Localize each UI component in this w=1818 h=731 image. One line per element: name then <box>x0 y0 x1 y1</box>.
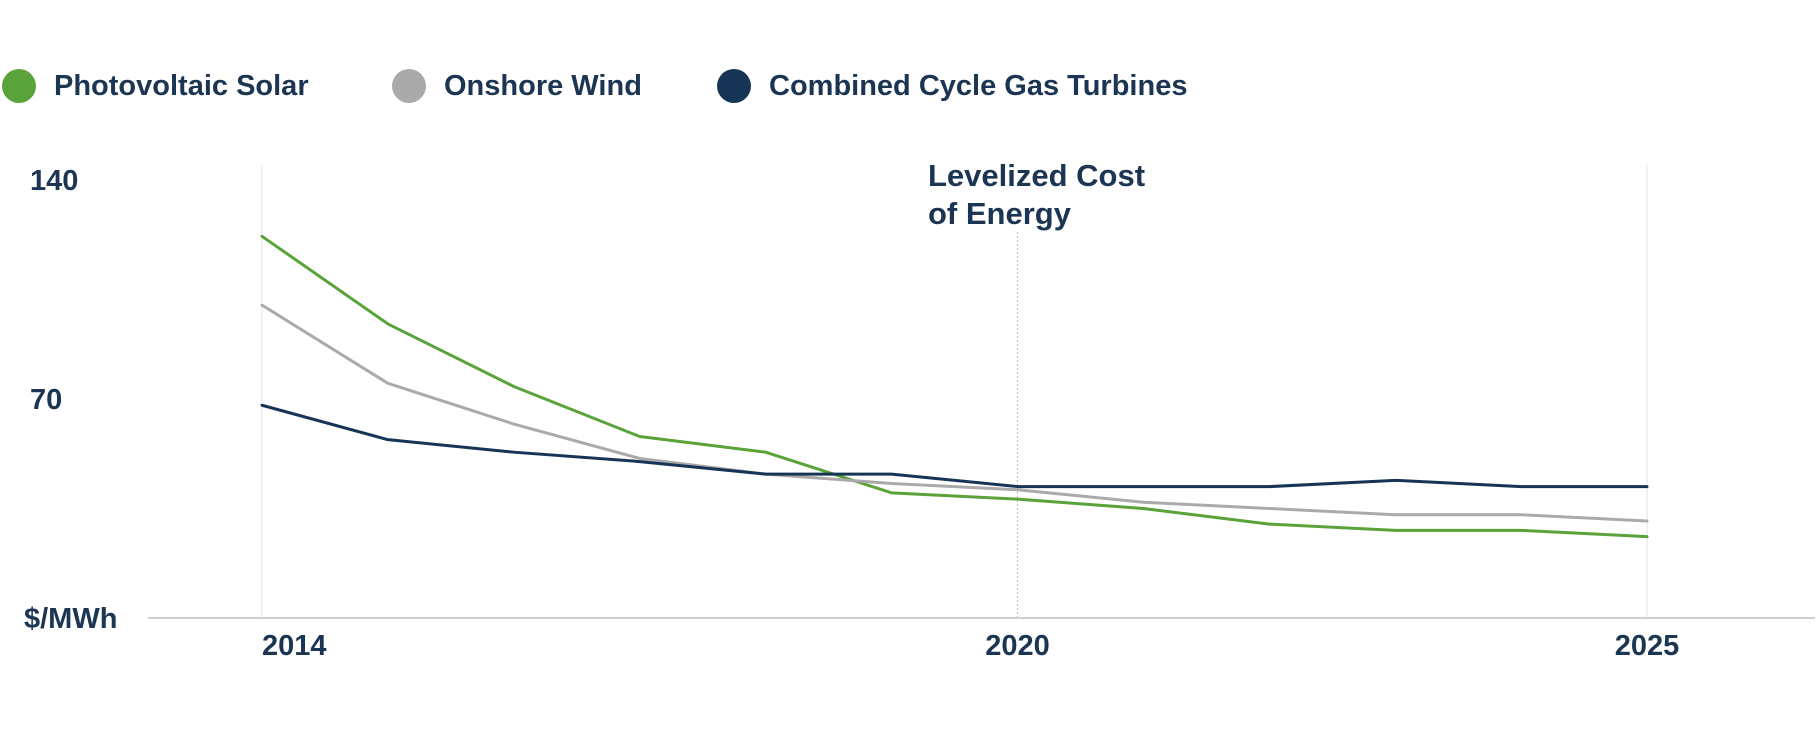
series-line-photovoltaic-solar <box>260 234 1649 539</box>
legend-swatch-onshore-wind <box>392 69 426 103</box>
legend-label-onshore-wind: Onshore Wind <box>444 69 642 102</box>
legend-swatch-combined-cycle-gas-turbines <box>717 69 751 103</box>
annotation-line-1: Levelized Cost <box>928 158 1145 193</box>
legend-item-onshore-wind: Onshore Wind <box>392 69 642 103</box>
y-tick-label-70: 70 <box>30 384 62 416</box>
x-tick-label-2020: 2020 <box>985 630 1050 662</box>
y-tick-label-140: 140 <box>30 165 78 197</box>
annotation-line-2: of Energy <box>928 196 1072 231</box>
legend-item-combined-cycle-gas-turbines: Combined Cycle Gas Turbines <box>717 69 1187 103</box>
series-line-onshore-wind <box>260 303 1649 523</box>
y-axis-unit-label: $/MWh <box>24 603 117 635</box>
series-line-combined-cycle-gas-turbines <box>260 403 1649 489</box>
x-tick-label-2025: 2025 <box>1615 630 1680 662</box>
legend-swatch-photovoltaic-solar <box>2 69 36 103</box>
chart-series <box>260 234 1649 539</box>
chart-gridlines <box>261 165 1648 618</box>
legend-label-combined-cycle-gas-turbines: Combined Cycle Gas Turbines <box>769 69 1188 102</box>
x-tick-label-2014: 2014 <box>262 630 327 662</box>
legend-label-photovoltaic-solar: Photovoltaic Solar <box>54 69 309 102</box>
legend-item-photovoltaic-solar: Photovoltaic Solar <box>2 69 309 103</box>
